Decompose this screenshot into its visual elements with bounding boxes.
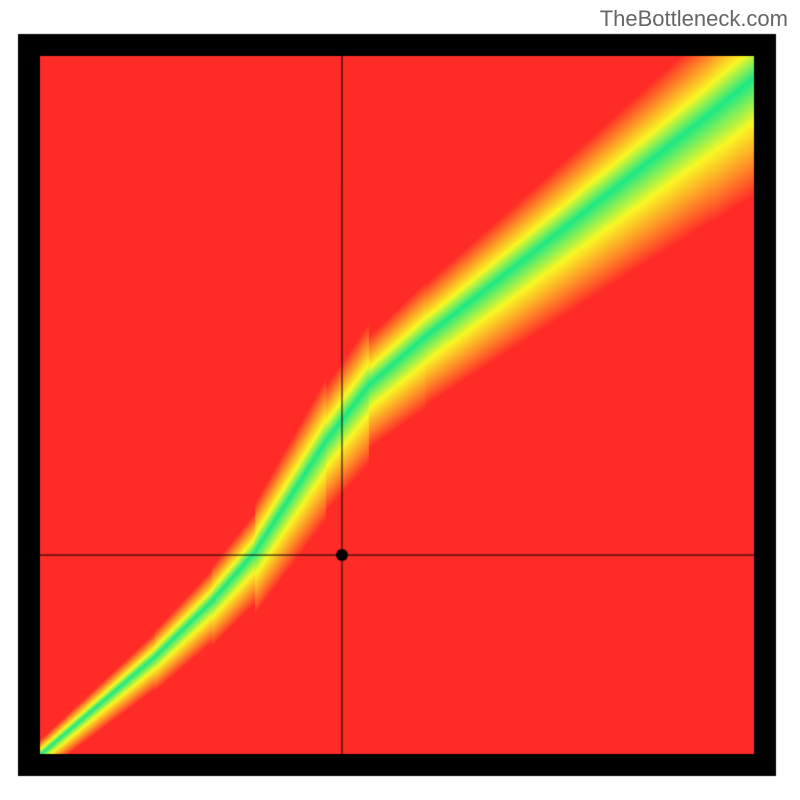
watermark-text: TheBottleneck.com xyxy=(600,6,788,32)
chart-container: TheBottleneck.com xyxy=(0,0,800,800)
heatmap-canvas xyxy=(0,0,800,800)
